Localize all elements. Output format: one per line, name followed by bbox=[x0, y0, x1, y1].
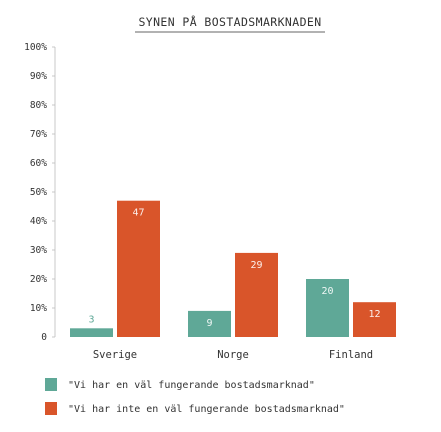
y-tick-label: 70% bbox=[30, 129, 47, 140]
x-axis-labels: Sverige Norge Finland bbox=[93, 349, 373, 361]
bar-norge-series-2 bbox=[235, 252, 278, 337]
y-tick-label: 50% bbox=[30, 187, 47, 198]
legend-label-2: "Vi har inte en väl fungerande bostadsma… bbox=[68, 404, 345, 415]
chart-title: SYNEN PÅ BOSTADSMARKNADEN bbox=[138, 14, 321, 29]
bar-value-label: 12 bbox=[368, 309, 380, 320]
category-label-finland: Finland bbox=[329, 349, 373, 361]
legend-swatch-1 bbox=[45, 378, 57, 391]
bar-value-label: 29 bbox=[250, 260, 262, 271]
bar-sverige-series-2 bbox=[117, 200, 160, 337]
category-label-sverige: Sverige bbox=[93, 349, 137, 361]
legend: "Vi har en väl fungerande bostadsmarknad… bbox=[45, 378, 345, 415]
y-tick-label: 40% bbox=[30, 216, 47, 227]
y-tick-label: 20% bbox=[30, 274, 47, 285]
bar-sverige-series-1 bbox=[70, 328, 113, 337]
y-tick-label: 100% bbox=[24, 42, 47, 53]
category-label-norge: Norge bbox=[217, 349, 249, 361]
y-tick-label: 30% bbox=[30, 245, 47, 256]
y-tick-label: 90% bbox=[30, 71, 47, 82]
bar-value-label: 47 bbox=[132, 208, 144, 219]
bar-value-label: 3 bbox=[88, 314, 94, 325]
legend-label-1: "Vi har en väl fungerande bostadsmarknad… bbox=[68, 380, 315, 391]
y-tick-label: 10% bbox=[30, 303, 47, 314]
bar-value-label: 9 bbox=[206, 318, 212, 329]
bar-finland-series-2 bbox=[353, 302, 396, 337]
bar-norge-series-1 bbox=[188, 310, 231, 337]
bar-finland-series-1 bbox=[306, 279, 349, 337]
y-tick-label: 0 bbox=[41, 332, 47, 343]
y-axis: 0 10% 20% 30% 40% 50% 60% 70% 80% 90% 100% bbox=[24, 42, 56, 343]
legend-swatch-2 bbox=[45, 402, 57, 415]
y-tick-label: 60% bbox=[30, 158, 47, 169]
bars: 3 47 9 29 20 12 bbox=[70, 200, 396, 337]
bar-value-label: 20 bbox=[321, 286, 333, 297]
y-tick-label: 80% bbox=[30, 100, 47, 111]
